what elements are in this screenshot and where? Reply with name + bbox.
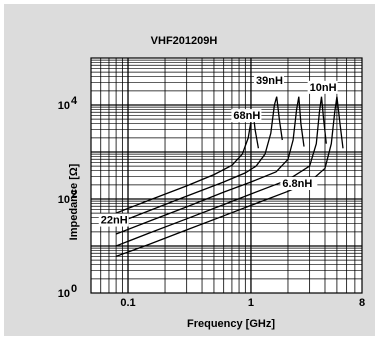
y-tick-label: 10 [58, 288, 70, 300]
x-tick-labels: 0.1 1 8 [120, 297, 365, 309]
series-line-10nH [115, 96, 305, 235]
y-tick-exponent: 2 [71, 189, 77, 201]
x-tick-label: 8 [359, 297, 365, 309]
y-tick-label: 10 [58, 194, 70, 206]
curve-label-39nH: 39nH [256, 75, 283, 87]
curve-label-bg [231, 109, 262, 123]
y-tick-exponent: 4 [71, 95, 78, 107]
series-line-39nH [115, 96, 283, 225]
curve-label-68nH: 68nH [233, 110, 260, 122]
curve-label-bg [254, 73, 285, 87]
plot-border [90, 57, 363, 294]
x-tick-label: 1 [248, 297, 254, 309]
curve-label-22nH: 22nH [101, 215, 128, 227]
x-axis-label: Frequency [GHz] [187, 318, 275, 330]
y-tick-label: 10 [58, 100, 70, 112]
chart-panel: VHF201209H 0.1 1 8 10 0 10 2 10 4 68nH 39nH 10nH 2… [4, 4, 375, 336]
y-axis-label: Impedance [Ω] [68, 163, 80, 240]
curve-label-bg [307, 80, 338, 94]
series-line-22nH [115, 96, 327, 247]
curve-labels: 68nH 39nH 10nH 22nH 6.8nH [98, 73, 338, 227]
curve-label-10nH: 10nH [310, 82, 337, 94]
x-tick-label: 0.1 [120, 297, 135, 309]
curve-label-6.8nH: 6.8nH [282, 178, 312, 190]
y-tick-exponent: 0 [71, 283, 77, 295]
chart-title: VHF201209H [151, 35, 218, 47]
curve-label-bg [280, 177, 318, 191]
curve-label-bg [98, 213, 129, 227]
